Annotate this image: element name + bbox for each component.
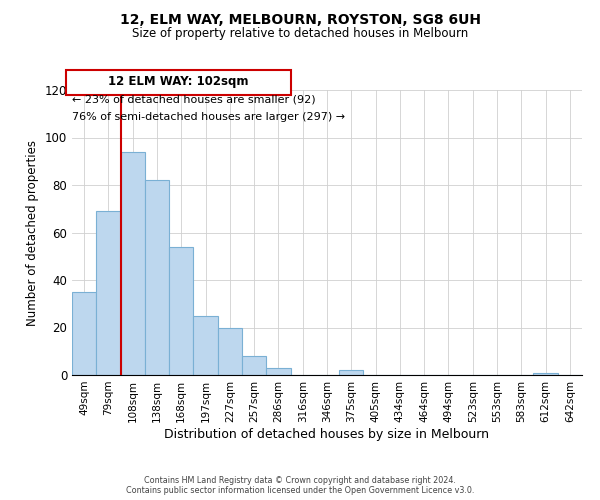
Bar xyxy=(339,370,364,375)
Bar xyxy=(218,328,242,375)
Bar xyxy=(121,152,145,375)
Bar xyxy=(266,368,290,375)
Text: 76% of semi-detached houses are larger (297) →: 76% of semi-detached houses are larger (… xyxy=(72,112,345,122)
Bar xyxy=(242,356,266,375)
Text: Contains HM Land Registry data © Crown copyright and database right 2024.: Contains HM Land Registry data © Crown c… xyxy=(144,476,456,485)
Text: Contains public sector information licensed under the Open Government Licence v3: Contains public sector information licen… xyxy=(126,486,474,495)
Text: 12, ELM WAY, MELBOURN, ROYSTON, SG8 6UH: 12, ELM WAY, MELBOURN, ROYSTON, SG8 6UH xyxy=(119,12,481,26)
Bar xyxy=(533,372,558,375)
Bar xyxy=(72,292,96,375)
Text: ← 23% of detached houses are smaller (92): ← 23% of detached houses are smaller (92… xyxy=(72,94,316,104)
Y-axis label: Number of detached properties: Number of detached properties xyxy=(26,140,39,326)
Text: 12 ELM WAY: 102sqm: 12 ELM WAY: 102sqm xyxy=(108,75,248,88)
Bar xyxy=(145,180,169,375)
Text: Size of property relative to detached houses in Melbourn: Size of property relative to detached ho… xyxy=(132,28,468,40)
Bar xyxy=(169,246,193,375)
Bar xyxy=(96,211,121,375)
X-axis label: Distribution of detached houses by size in Melbourn: Distribution of detached houses by size … xyxy=(164,428,490,440)
Bar xyxy=(193,316,218,375)
